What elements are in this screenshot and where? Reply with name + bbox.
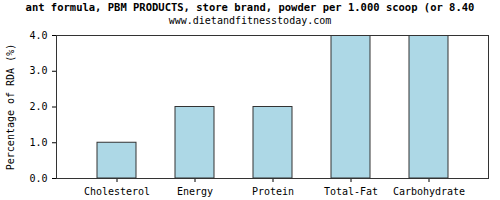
svg-text:Protein: Protein [252, 186, 294, 197]
svg-text:1.0: 1.0 [29, 137, 47, 148]
svg-text:4.0: 4.0 [29, 30, 47, 41]
svg-text:3.0: 3.0 [29, 65, 47, 76]
svg-text:0.0: 0.0 [29, 173, 47, 184]
svg-text:2.0: 2.0 [29, 101, 47, 112]
html-text:ant formula, PBM PRODUCTS, sto: ant formula, PBM PRODUCTS, store brand, … [25, 1, 475, 13]
svg-text:Cholesterol: Cholesterol [84, 186, 150, 197]
svg-text:Percentage of RDA (%): Percentage of RDA (%) [5, 44, 16, 170]
svg-text:Energy: Energy [177, 186, 213, 197]
svg-text:Carbohydrate: Carbohydrate [393, 186, 465, 197]
svg-text:Total-Fat: Total-Fat [324, 186, 378, 197]
html-text:www.dietandfitnesstoday.com: www.dietandfitnesstoday.com [168, 15, 332, 26]
